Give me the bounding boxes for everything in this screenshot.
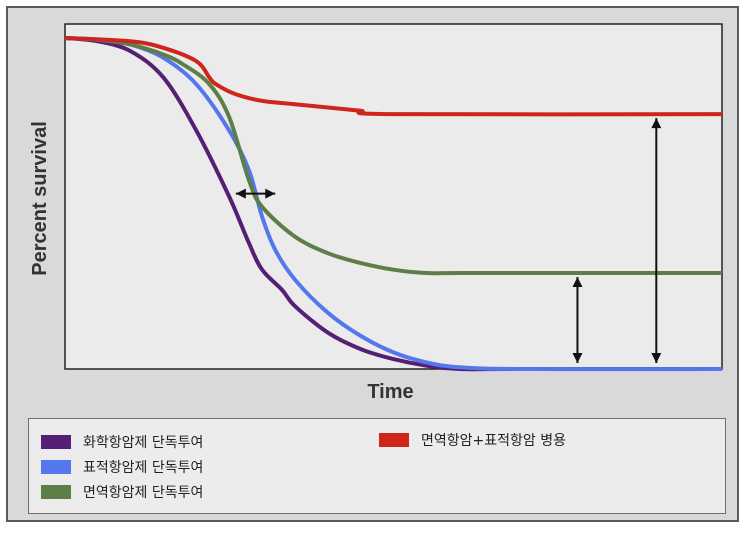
arrow-head [572,353,583,363]
double-arrow-annotation [572,277,583,363]
legend-item-immunotherapy: 면역항암제 단독투여 [41,482,203,502]
series-line-combination-therapy [64,36,723,117]
arrow-head [572,277,583,288]
legend-item-combination-therapy: 면역항암+표적항암 병용 [379,430,566,450]
double-arrow-annotation [235,188,276,199]
legend-item-targeted-therapy: 표적항암제 단독투여 [41,457,203,477]
legend-label: 면역항암+표적항암 병용 [421,433,566,449]
arrow-head [651,118,662,129]
annotation-layer [235,118,662,363]
legend-label: 화학항암제 단독투여 [83,435,204,451]
x-axis-label: Time [367,381,413,403]
plot-area [64,23,723,370]
legend-label: 면역항암제 단독투여 [83,485,204,501]
arrow-head [235,188,246,199]
series-layer [64,36,723,372]
legend-swatch [379,433,409,447]
legend-item-chemotherapy: 화학항암제 단독투여 [41,432,203,452]
legend-label: 표적항암제 단독투여 [83,460,204,476]
legend-swatch [41,435,71,449]
arrow-head [265,188,276,199]
y-axis-label: Percent survival [29,121,51,276]
legend-swatch [41,460,71,474]
double-arrow-annotation [651,118,662,363]
series-line-immunotherapy [64,36,722,276]
arrow-head [651,353,662,363]
series-line-targeted-therapy [64,36,723,372]
legend: 화학항암제 단독투여 표적항암제 단독투여 면역항암제 단독투여 면역항암+표적… [28,418,726,514]
legend-swatch [41,485,71,499]
